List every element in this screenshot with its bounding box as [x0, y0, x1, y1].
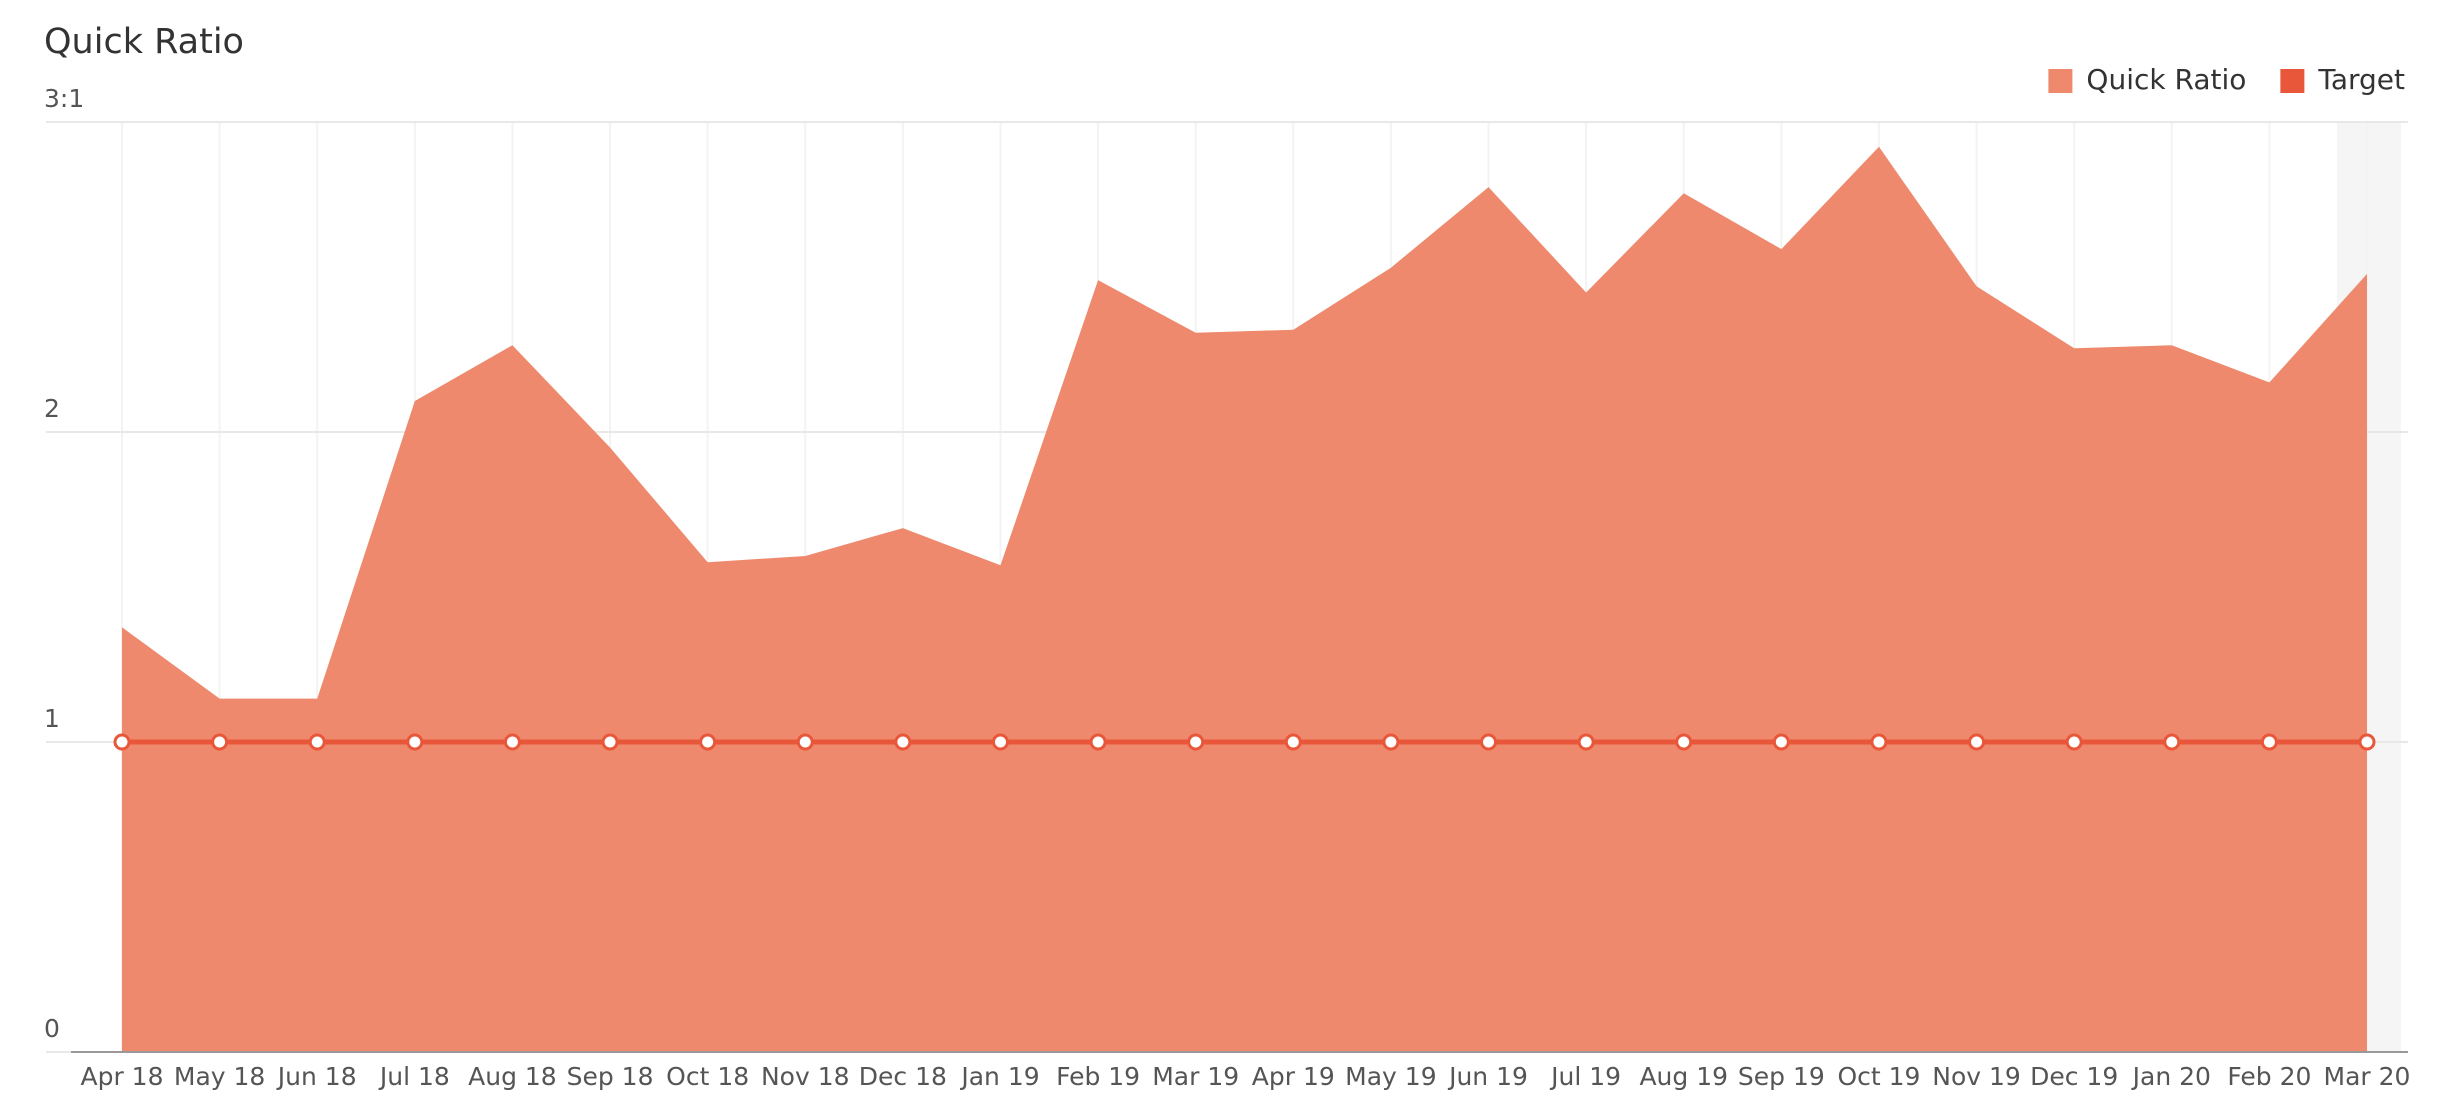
x-tick-label: Mar 20: [2324, 1062, 2411, 1091]
line-point: [991, 733, 1009, 751]
y-tick-label: 3:1: [44, 84, 84, 113]
line-point: [1870, 733, 1888, 751]
line-point: [2358, 733, 2376, 751]
line-point: [796, 733, 814, 751]
line-point: [308, 733, 326, 751]
line-point: [1577, 733, 1595, 751]
line-point: [1480, 733, 1498, 751]
x-tick-label: Aug 19: [1639, 1062, 1728, 1091]
line-point: [1772, 733, 1790, 751]
x-tick-label: Jan 20: [2131, 1062, 2211, 1091]
x-tick-label: Dec 18: [859, 1062, 947, 1091]
x-tick-label: Jul 18: [378, 1062, 450, 1091]
x-tick-label: Oct 18: [666, 1062, 749, 1091]
x-tick-label: Nov 19: [1932, 1062, 2021, 1091]
x-tick-label: Mar 19: [1152, 1062, 1239, 1091]
y-tick-label: 0: [44, 1014, 60, 1043]
line-point: [894, 733, 912, 751]
line-point: [1284, 733, 1302, 751]
line-point: [1089, 733, 1107, 751]
x-tick-label: Jun 19: [1447, 1062, 1528, 1091]
x-tick-label: Sep 19: [1738, 1062, 1825, 1091]
x-tick-label: Jun 18: [276, 1062, 357, 1091]
line-point: [113, 733, 131, 751]
x-tick-label: Feb 19: [1056, 1062, 1140, 1091]
x-tick-label: Dec 19: [2030, 1062, 2118, 1091]
line-point: [2163, 733, 2181, 751]
line-point: [2260, 733, 2278, 751]
y-tick-label: 1: [44, 704, 60, 733]
x-tick-label: Apr 19: [1252, 1062, 1335, 1091]
line-point: [503, 733, 521, 751]
x-tick-label: Aug 18: [468, 1062, 557, 1091]
line-point: [2065, 733, 2083, 751]
legend-swatch: [2048, 69, 2073, 93]
legend-label: Target: [2317, 63, 2405, 96]
x-tick-label: May 18: [174, 1062, 265, 1091]
chart-title: Quick Ratio: [44, 22, 244, 62]
area: [122, 146, 2367, 1053]
x-tick-label: Oct 19: [1837, 1062, 1920, 1091]
x-tick-label: May 19: [1345, 1062, 1436, 1091]
x-tick-label: Jul 19: [1549, 1062, 1621, 1091]
line-point: [1675, 733, 1693, 751]
x-tick-label: Feb 20: [2227, 1062, 2311, 1091]
line-point: [1187, 733, 1205, 751]
line-point: [1968, 733, 1986, 751]
legend-swatch: [2280, 69, 2305, 93]
line-point: [406, 733, 424, 751]
line-point: [211, 733, 229, 751]
x-tick-label: Sep 18: [567, 1062, 654, 1091]
x-tick-label: Jan 19: [959, 1062, 1039, 1091]
line-point: [601, 733, 619, 751]
x-tick-label: Apr 18: [80, 1062, 163, 1091]
y-tick-label: 2: [44, 394, 60, 423]
line-point: [699, 733, 717, 751]
legend-label: Quick Ratio: [2086, 63, 2246, 96]
line-point: [1382, 733, 1400, 751]
x-tick-label: Nov 18: [761, 1062, 850, 1091]
